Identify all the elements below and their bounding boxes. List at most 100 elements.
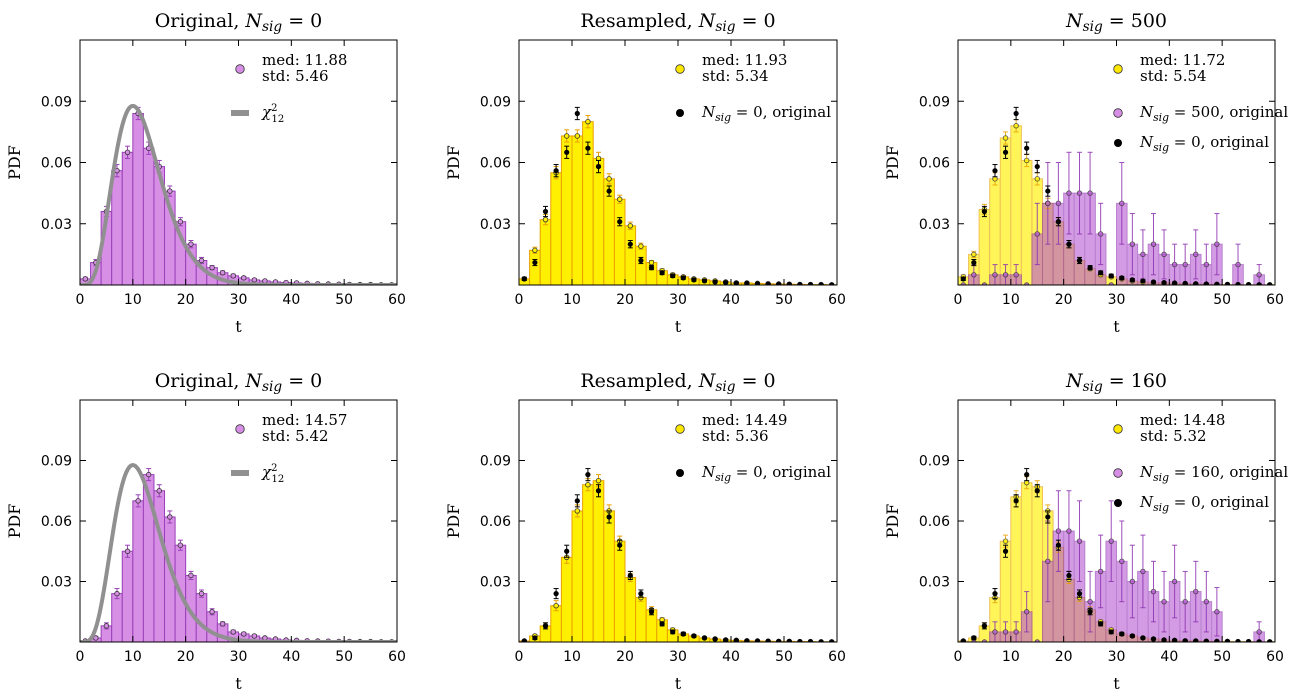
y-tick-label: 0.06 <box>41 156 72 172</box>
y-tick-label: 0.03 <box>919 217 950 233</box>
data-point <box>971 272 977 278</box>
bar <box>571 510 584 642</box>
data-point <box>188 572 194 579</box>
y-tick-label: 0.06 <box>480 156 511 172</box>
data-point <box>1182 280 1188 285</box>
legend-label: std: 5.36 <box>702 427 769 445</box>
data-point <box>648 259 655 266</box>
data-point <box>1024 145 1030 151</box>
data-point <box>553 168 559 174</box>
x-tick-label: 30 <box>669 649 687 665</box>
data-point <box>1087 598 1093 605</box>
data-point <box>786 638 792 642</box>
data-point <box>1023 157 1030 164</box>
bar <box>1031 486 1044 642</box>
x-tick-label: 10 <box>124 649 142 665</box>
legend-marker <box>1114 499 1122 507</box>
data-point <box>553 591 559 597</box>
bar <box>592 480 605 642</box>
x-tick-label: 10 <box>124 292 142 308</box>
data-point <box>1267 639 1273 642</box>
data-point <box>1045 200 1051 207</box>
bar <box>111 170 123 285</box>
data-point <box>1171 261 1178 268</box>
plot-area <box>519 468 837 642</box>
data-point <box>786 281 792 285</box>
data-point <box>1140 278 1146 284</box>
x-axis-label: t <box>235 317 242 336</box>
data-point <box>1055 219 1061 225</box>
legend-label: Nsig = 160, original <box>1139 463 1288 484</box>
data-point <box>1140 568 1146 575</box>
bar <box>635 245 647 285</box>
bar <box>539 219 552 285</box>
y-axis-label: PDF <box>883 504 902 539</box>
data-point <box>595 477 602 484</box>
data-point <box>818 639 824 642</box>
data-point <box>807 638 814 642</box>
x-tick-label: 20 <box>1055 292 1073 308</box>
bar <box>142 147 155 285</box>
data-point <box>1150 241 1157 247</box>
data-point <box>1034 176 1040 182</box>
data-point <box>960 282 966 285</box>
y-axis-label: PDF <box>5 145 24 180</box>
y-tick-label: 0.03 <box>480 217 511 233</box>
data-point <box>1193 638 1199 642</box>
panel-bottom-middle: 0 10 20 30 40 50 60 0.03 0.06 0.09 t PDF Resampled, … <box>444 370 846 690</box>
data-point <box>1203 261 1210 268</box>
bar <box>111 593 123 642</box>
x-tick-label: 50 <box>1213 292 1231 308</box>
data-point <box>1066 528 1072 534</box>
data-point <box>262 635 268 641</box>
data-point <box>1066 190 1072 196</box>
data-point <box>209 609 215 615</box>
x-tick-label: 10 <box>563 292 581 308</box>
data-point <box>1002 149 1009 155</box>
x-tick-label: 30 <box>230 649 248 665</box>
data-point <box>1002 135 1009 141</box>
data-point <box>606 176 612 182</box>
y-tick-label: 0.09 <box>919 454 950 470</box>
legend-label: Nsig = 0, original <box>1139 133 1269 154</box>
data-point <box>627 572 633 579</box>
data-point <box>1013 110 1019 117</box>
data-point <box>744 280 750 285</box>
x-tick-label: 60 <box>828 649 846 665</box>
data-point <box>981 282 988 285</box>
data-point <box>262 278 268 284</box>
plot-area <box>519 106 837 285</box>
data-point <box>114 590 120 597</box>
data-point <box>617 219 623 225</box>
legend-label: med: 11.88 <box>262 51 347 69</box>
legend-marker <box>1113 108 1123 118</box>
data-point <box>532 635 538 641</box>
bar <box>582 484 594 642</box>
legend-label: med: 14.48 <box>1140 411 1225 429</box>
bar-points-1 <box>960 151 1273 285</box>
legend-label: med: 14.57 <box>262 411 347 429</box>
data-point <box>1045 188 1051 194</box>
bar <box>195 593 208 642</box>
data-point <box>712 636 718 642</box>
data-point <box>1034 231 1040 237</box>
data-point <box>1224 281 1231 285</box>
data-point <box>1214 241 1220 247</box>
data-point <box>960 638 966 642</box>
x-axis-label: t <box>675 674 682 690</box>
y-tick-label: 0.09 <box>41 454 72 470</box>
x-tick-label: 40 <box>282 649 300 665</box>
legend-marker <box>1113 64 1123 74</box>
bar <box>999 137 1012 285</box>
data-point <box>124 149 131 155</box>
data-point <box>1108 282 1114 285</box>
data-point <box>807 281 814 285</box>
x-tick-label: 10 <box>1002 292 1020 308</box>
data-point <box>167 514 173 520</box>
data-point <box>156 488 162 494</box>
x-tick-label: 40 <box>722 292 740 308</box>
data-point <box>829 639 835 642</box>
